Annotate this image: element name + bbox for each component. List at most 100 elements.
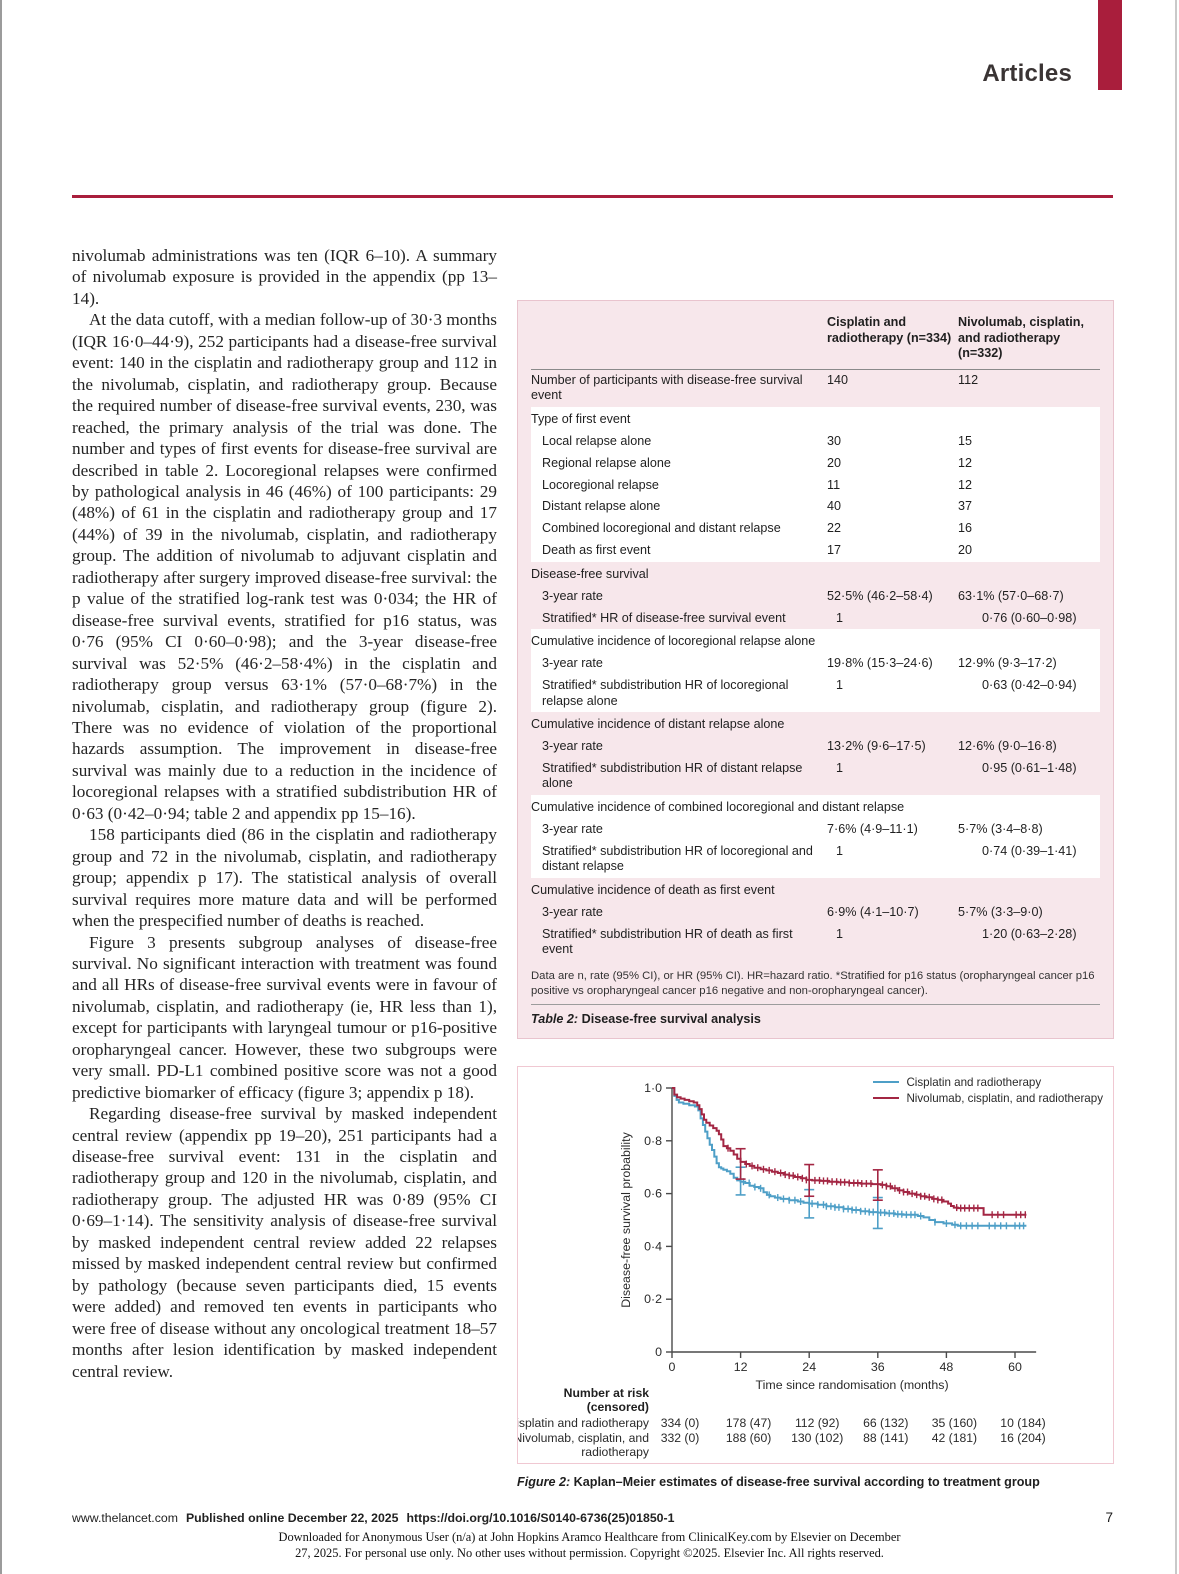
- table-cell-cisplatin-rt: 17: [827, 543, 842, 558]
- section-header-articles: Articles: [982, 60, 1072, 87]
- nar-value: 130 (102): [791, 1431, 843, 1445]
- table-cell-cisplatin-rt: 6·9% (4·1–10·7): [827, 904, 919, 919]
- table2-panel: Cisplatin and radiotherapy (n=334) Nivol…: [517, 300, 1114, 1039]
- figure2-caption-text: Kaplan–Meier estimates of disease-free s…: [570, 1474, 1040, 1489]
- table-cell-cisplatin-rt: 13·2% (9·6–17·5): [827, 739, 926, 754]
- table2-header-row: Cisplatin and radiotherapy (n=334) Nivol…: [531, 311, 1100, 370]
- y-tick-label: 1·0: [644, 1081, 662, 1095]
- y-tick-label: 0·6: [644, 1186, 662, 1200]
- nar-value: 88 (141): [863, 1431, 908, 1445]
- table-row: 3-year rate 52·5% (46·2–58·4) 63·1% (57·0–…: [531, 586, 1100, 608]
- table-cell-nivo-cisplatin-rt: 15: [958, 433, 973, 448]
- table-row-label: Cumulative incidence of combined locoreg…: [531, 800, 905, 815]
- footer-published: Published online December 22, 2025: [185, 1511, 399, 1525]
- table-row-label: Stratified* subdistribution HR of locore…: [542, 678, 789, 708]
- x-tick-label: 36: [871, 1360, 885, 1374]
- table-cell-nivo-cisplatin-rt: 5·7% (3·4–8·8): [958, 822, 1043, 836]
- table-cell-nivo-cisplatin-rt: 0·63 (0·42–0·94): [982, 678, 1077, 692]
- table-section-row: Disease-free survival: [531, 562, 1100, 586]
- table-row: Distant relapse alone 40 37: [531, 496, 1100, 519]
- table-cell-nivo-cisplatin-rt: 20: [958, 543, 973, 558]
- x-tick-label: 0: [669, 1360, 676, 1374]
- table-section-row: Cumulative incidence of combined locoreg…: [531, 795, 1100, 819]
- y-tick-label: 0·2: [644, 1292, 662, 1306]
- y-tick-label: 0·4: [644, 1239, 662, 1253]
- y-tick-label: 0: [655, 1345, 662, 1359]
- table-cell-nivo-cisplatin-rt: 16: [958, 521, 973, 536]
- table-row-label: Stratified* HR of disease-free survival …: [542, 610, 786, 625]
- table-row-label: Regional relapse alone: [542, 455, 671, 470]
- legend-label: Cisplatin and radiotherapy: [906, 1075, 1042, 1089]
- table-row-label: Death as first event: [542, 543, 651, 558]
- y-axis-title: Disease-free survival probability: [619, 1131, 633, 1307]
- page-edge-left: [0, 0, 2, 1574]
- table-row: Death as first event 17 20: [531, 539, 1100, 562]
- table2-header-empty: [531, 315, 827, 362]
- table-row: Number of participants with disease-free…: [531, 370, 1100, 407]
- table-row: Local relapse alone 30 15: [531, 430, 1100, 453]
- legend-line-swatch: [873, 1097, 900, 1099]
- nar-value: 42 (181): [932, 1431, 977, 1445]
- table-cell-cisplatin-rt: 1: [836, 926, 844, 941]
- nar-value: 332 (0): [661, 1431, 700, 1445]
- figure2-caption: Figure 2: Kaplan–Meier estimates of dise…: [517, 1475, 1114, 1489]
- nar-value: 35 (160): [932, 1416, 977, 1430]
- table-cell-cisplatin-rt: 30: [827, 433, 842, 448]
- figure2-caption-label: Figure 2:: [517, 1474, 571, 1489]
- table-cell-nivo-cisplatin-rt: 0·76 (0·60–0·98): [982, 610, 1077, 625]
- nar-value: 66 (132): [863, 1416, 908, 1430]
- table-row-label: Disease-free survival: [531, 566, 649, 581]
- table-row: Combined locoregional and distant relaps…: [531, 518, 1100, 540]
- table-cell-cisplatin-rt: 1: [836, 678, 844, 692]
- table-cell-cisplatin-rt: 22: [827, 521, 842, 536]
- table-cell-nivo-cisplatin-rt: 5·7% (3·3–9·0): [958, 904, 1043, 919]
- table-cell-cisplatin-rt: 7·6% (4·9–11·1): [827, 822, 918, 836]
- table-row: Stratified* HR of disease-free survival …: [531, 607, 1100, 629]
- paragraph: Figure 3 presents subgroup analyses of d…: [72, 932, 497, 1102]
- table-cell-cisplatin-rt: 20: [827, 455, 842, 470]
- table-section-row: Type of first event: [531, 406, 1100, 431]
- table2-caption: Table 2: Disease-free survival analysis: [531, 1004, 1100, 1030]
- table-cell-cisplatin-rt: 52·5% (46·2–58·4): [827, 588, 933, 603]
- table-row: Stratified* subdistribution HR of locore…: [531, 674, 1100, 713]
- nar-value: 10 (184): [1000, 1416, 1045, 1430]
- table2-header-col2: Nivolumab, cisplatin, and radiotherapy (…: [958, 315, 1084, 360]
- table-cell-nivo-cisplatin-rt: 0·95 (0·61–1·48): [982, 760, 1077, 775]
- y-tick-label: 0·8: [644, 1133, 662, 1147]
- table-row-label: Combined locoregional and distant relaps…: [542, 521, 781, 536]
- table-row-label: Stratified* subdistribution HR of death …: [542, 926, 793, 957]
- table-row-label: Stratified* subdistribution HR of locore…: [542, 843, 813, 874]
- footer-site-link[interactable]: www.thelancet.com: [72, 1511, 178, 1525]
- table-cell-cisplatin-rt: 140: [827, 372, 849, 387]
- footer-left: www.thelancet.com Published online Decemb…: [72, 1511, 682, 1525]
- legend-item: Nivolumab, cisplatin, and radiotherapy: [873, 1092, 1103, 1105]
- table-row-label: 3-year rate: [542, 739, 603, 754]
- table-cell-cisplatin-rt: 11: [827, 477, 841, 492]
- footer: www.thelancet.com Published online Decemb…: [72, 1510, 1113, 1525]
- download-notice-line1: Downloaded for Anonymous User (n/a) at J…: [278, 1530, 901, 1544]
- nar-row-label: Cisplatin and radiotherapy: [518, 1416, 650, 1430]
- nar-header: Number at risk: [564, 1386, 650, 1400]
- table2-caption-label: Table 2:: [531, 1012, 579, 1026]
- table-section-row: Cumulative incidence of death as first e…: [531, 878, 1100, 902]
- header-rule: [72, 195, 1113, 198]
- nar-row-label: Nivolumab, cisplatin, and: [518, 1431, 649, 1445]
- table-row: 3-year rate 19·8% (15·3–24·6) 12·9% (9·3–1…: [531, 652, 1100, 675]
- table-row-label: 3-year rate: [542, 588, 603, 603]
- table-row-label: Cumulative incidence of death as first e…: [531, 883, 775, 898]
- footer-doi-link[interactable]: https://doi.org/10.1016/S0140-6736(25)01…: [406, 1511, 675, 1525]
- x-axis-title: Time since randomisation (months): [756, 1378, 949, 1392]
- table-row: Regional relapse alone 20 12: [531, 452, 1100, 475]
- x-tick-label: 48: [940, 1360, 954, 1374]
- km-legend: Cisplatin and radiotherapy Nivolumab, cis…: [873, 1076, 1103, 1105]
- table-cell-nivo-cisplatin-rt: 12·9% (9·3–17·2): [958, 656, 1057, 671]
- nar-header: (censored): [587, 1400, 649, 1414]
- table-cell-cisplatin-rt: 40: [827, 499, 842, 514]
- table-cell-cisplatin-rt: 19·8% (15·3–24·6): [827, 656, 933, 671]
- paragraph: 158 participants died (86 in the cisplat…: [72, 825, 497, 931]
- nar-value: 188 (60): [726, 1431, 771, 1445]
- table-row: 3-year rate 6·9% (4·1–10·7) 5·7% (3·3–9·0): [531, 902, 1100, 924]
- nar-row-label: radiotherapy: [581, 1445, 650, 1459]
- table-cell-nivo-cisplatin-rt: 12: [958, 455, 973, 470]
